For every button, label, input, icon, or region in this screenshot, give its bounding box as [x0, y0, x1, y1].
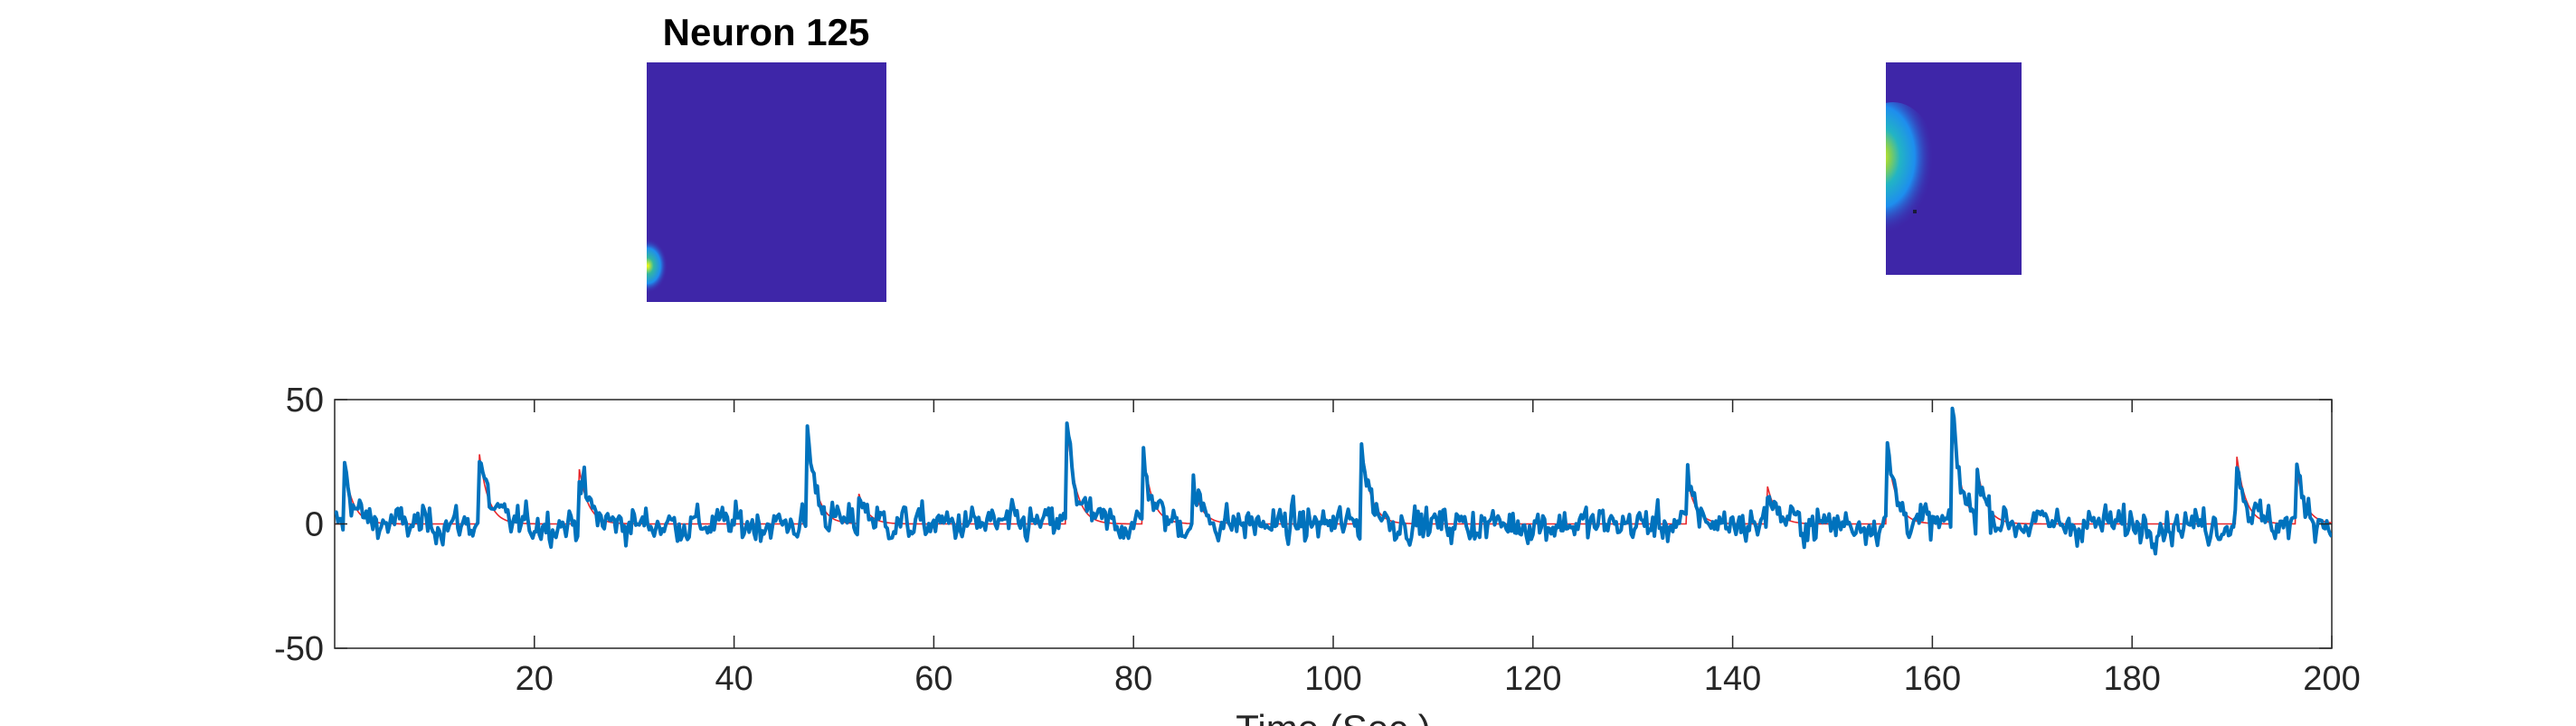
x-axis: 20 40 60 80 100 120 140 160 180 200: [516, 400, 2361, 698]
y-tick-label: 0: [305, 506, 324, 544]
spatial-footprint-right: [1886, 62, 2022, 275]
x-tick-label: 80: [1114, 660, 1152, 698]
x-tick-label: 100: [1304, 660, 1361, 698]
figure-title: Neuron 125: [663, 11, 870, 53]
x-tick-label: 140: [1704, 660, 1761, 698]
spatial-footprint-left: [647, 62, 886, 302]
x-tick-label: 120: [1504, 660, 1561, 698]
y-tick-label: -50: [274, 630, 324, 668]
y-tick-label: 50: [286, 382, 324, 420]
x-tick-label: 200: [2303, 660, 2360, 698]
trace-axes: 20 40 60 80 100 120 140 160 180 200 -50 0 50 Time (…: [274, 382, 2361, 726]
x-tick-label: 180: [2103, 660, 2160, 698]
x-tick-label: 60: [914, 660, 952, 698]
x-tick-label: 40: [715, 660, 753, 698]
x-tick-label: 160: [1904, 660, 1961, 698]
y-axis: -50 0 50: [274, 382, 2332, 668]
x-tick-label: 20: [516, 660, 554, 698]
trace-series-line: [335, 406, 2332, 556]
x-axis-label: Time (Sec.): [1236, 707, 1430, 726]
